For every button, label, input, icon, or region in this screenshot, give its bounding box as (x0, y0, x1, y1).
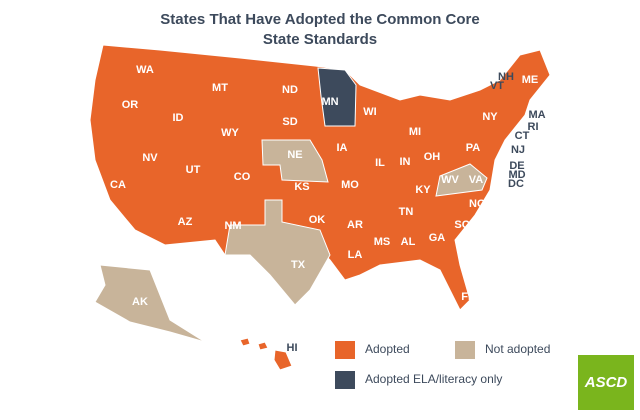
state-label: WI (363, 106, 376, 118)
state-label: NH (498, 71, 514, 83)
state-label: CO (234, 171, 251, 183)
state-label: NM (224, 220, 241, 232)
state-label: MT (212, 82, 228, 94)
state-label: NY (482, 111, 498, 123)
state-label: IN (400, 156, 411, 168)
legend-swatch (335, 341, 355, 359)
state-label: NV (142, 152, 158, 164)
state-shape (273, 349, 293, 371)
state-shape (257, 341, 269, 351)
state-shape (94, 264, 206, 343)
state-label: WY (221, 127, 239, 139)
state-label: TN (399, 206, 414, 218)
legend-swatch (335, 371, 355, 389)
state-label: KS (294, 181, 309, 193)
state-label: OK (309, 214, 326, 226)
logo: ASCD (584, 374, 628, 391)
state-label: NC (469, 198, 485, 210)
state-label: DE (509, 160, 524, 172)
state-label: WA (136, 64, 154, 76)
state-label: AL (401, 236, 416, 248)
state-label: ND (282, 84, 298, 96)
state-label: OR (122, 99, 139, 111)
legend-label: Adopted ELA/literacy only (365, 372, 502, 386)
state-label: UT (186, 164, 201, 176)
state-label: LA (348, 249, 363, 261)
state-label: AR (347, 219, 363, 231)
state-label: FL (461, 291, 475, 303)
state-label: MS (374, 236, 391, 248)
state-label: HI (287, 342, 298, 354)
state-label: DC (508, 178, 524, 190)
state-shape (239, 337, 251, 347)
state-label: MO (341, 179, 359, 191)
state-label: GA (429, 232, 446, 244)
logo-box (578, 355, 634, 410)
state-label: NE (287, 149, 302, 161)
state-label: TX (291, 259, 306, 271)
state-label: AK (132, 296, 148, 308)
state-label: MI (409, 126, 421, 138)
state-shape (435, 163, 488, 197)
state-shape (317, 67, 357, 127)
state-label: CT (515, 130, 530, 142)
legend-swatch (455, 341, 475, 359)
state-label: OH (424, 151, 441, 163)
state-label: WV (441, 174, 459, 186)
state-label: SC (454, 219, 469, 231)
state-label: MN (321, 96, 338, 108)
state-label: RI (528, 121, 539, 133)
legend-label: Adopted (365, 342, 410, 356)
state-label: ID (173, 112, 184, 124)
title: State Standards (263, 31, 377, 48)
legend-label: Not adopted (485, 342, 550, 356)
state-label: SD (282, 116, 297, 128)
state-label: VA (469, 174, 484, 186)
state-label: MA (528, 109, 545, 121)
state-label: CA (110, 179, 126, 191)
state-label: PA (466, 142, 481, 154)
state-label: MD (508, 169, 525, 181)
state-label: AZ (178, 216, 193, 228)
state-label: NJ (511, 144, 525, 156)
state-shape (224, 199, 331, 306)
state-label: KY (415, 184, 431, 196)
state-shape (261, 139, 329, 183)
state-label: IA (337, 142, 348, 154)
state-label: VT (490, 80, 504, 92)
title: States That Have Adopted the Common Core (160, 11, 479, 28)
state-label: ME (522, 74, 539, 86)
state-label: IL (375, 157, 385, 169)
